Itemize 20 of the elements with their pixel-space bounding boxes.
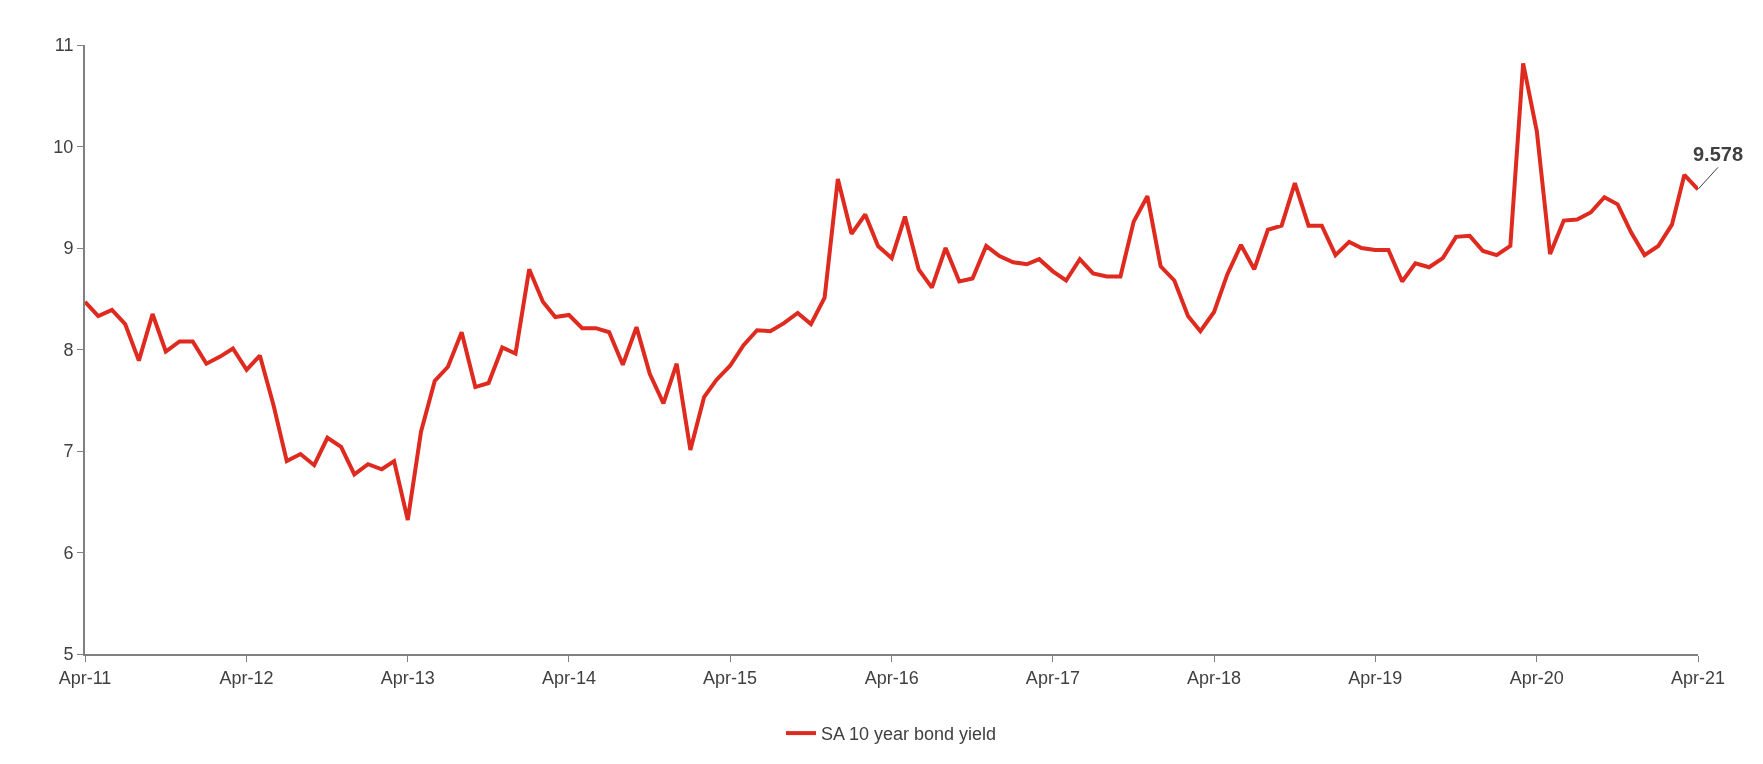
x-tick-label: Apr-20	[1509, 667, 1564, 688]
x-tick-label: Apr-15	[703, 667, 758, 688]
y-tick-label: 9	[63, 238, 74, 259]
x-tick-label: Apr-16	[864, 667, 919, 688]
y-tick-label: 8	[63, 339, 74, 360]
annotation: 9.578	[1693, 143, 1744, 165]
x-tick-label: Apr-17	[1025, 667, 1080, 688]
x-tick-label: Apr-13	[380, 667, 435, 688]
x-tick-label: Apr-11	[58, 667, 112, 688]
x-tick-label: Apr-18	[1187, 667, 1242, 688]
y-tick-label: 5	[63, 644, 74, 665]
y-tick-label: 7	[63, 441, 74, 462]
x-tick-label: Apr-19	[1348, 667, 1403, 688]
y-tick-label: 11	[54, 35, 74, 56]
y-tick-label: 10	[53, 136, 74, 157]
legend-label: SA 10 year bond yield	[821, 724, 997, 745]
y-tick-label: 6	[63, 542, 74, 563]
x-tick-label: Apr-14	[541, 667, 596, 688]
x-tick-label: Apr-12	[219, 667, 274, 688]
x-tick-label: Apr-21	[1670, 667, 1726, 688]
